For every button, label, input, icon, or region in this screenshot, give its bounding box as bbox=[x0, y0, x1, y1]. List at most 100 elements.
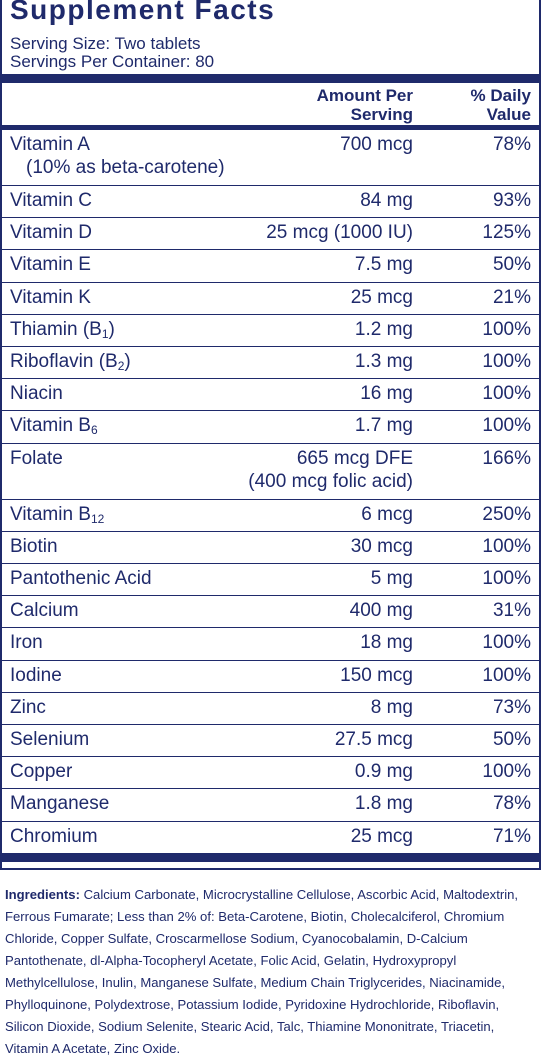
nutrient-daily-value: 21% bbox=[492, 286, 531, 308]
nutrient-name: Vitamin B6 bbox=[10, 415, 98, 438]
nutrient-name-note: (10% as beta-carotene) bbox=[26, 157, 225, 178]
ingredients-text: Calcium Carbonate, Microcrystalline Cell… bbox=[5, 887, 519, 1056]
nutrient-daily-value: 125% bbox=[482, 222, 531, 244]
nutrient-row: Riboflavin (B2) 1.3 mg 100% bbox=[2, 347, 539, 380]
nutrient-name: Vitamin K bbox=[10, 286, 91, 308]
nutrient-amount: 18 mg bbox=[360, 632, 413, 654]
nutrient-daily-value: 93% bbox=[492, 190, 531, 211]
nutrient-daily-value: 50% bbox=[492, 254, 531, 276]
nutrient-row: Copper 0.9 mg 100% bbox=[2, 757, 539, 790]
nutrient-amount: 1.8 mg bbox=[354, 793, 413, 815]
nutrient-row: Calcium 400 mg 31% bbox=[2, 596, 539, 629]
nutrient-amount: 25 mcg (1000 IU) bbox=[266, 222, 413, 244]
nutrient-row: Thiamin (B1) 1.2 mg 100% bbox=[2, 315, 539, 347]
supplement-facts-panel: Supplement Facts Serving Size: Two table… bbox=[0, 0, 541, 870]
nutrient-subscript: 12 bbox=[90, 511, 105, 526]
nutrient-daily-value: 78% bbox=[492, 134, 531, 155]
nutrient-name: Niacin bbox=[10, 383, 63, 405]
nutrient-row: Zinc 8 mg 73% bbox=[2, 693, 539, 725]
nutrient-amount: 5 mg bbox=[370, 568, 413, 589]
servings-per-container: Servings Per Container: 80 bbox=[10, 52, 215, 71]
nutrient-daily-value: 100% bbox=[482, 415, 531, 437]
nutrient-amount: 1.2 mg bbox=[354, 318, 413, 340]
nutrient-daily-value: 100% bbox=[482, 632, 531, 654]
nutrient-daily-value: 100% bbox=[482, 568, 531, 589]
nutrient-name: Zinc bbox=[10, 696, 46, 718]
nutrient-amount: 1.3 mg bbox=[354, 351, 413, 372]
nutrient-daily-value: 71% bbox=[492, 825, 531, 847]
nutrient-name: Folate bbox=[10, 447, 63, 469]
nutrient-amount: 400 mg bbox=[349, 600, 413, 622]
nutrient-name: Vitamin B12 bbox=[10, 503, 105, 526]
nutrient-name: Riboflavin (B2) bbox=[10, 351, 131, 373]
nutrient-row: Vitamin A (10% as beta-carotene) 700 mcg 78… bbox=[2, 130, 539, 186]
nutrient-daily-value: 100% bbox=[482, 351, 531, 372]
nutrient-daily-value: 50% bbox=[492, 729, 531, 750]
daily-value-header: % Daily Value bbox=[470, 86, 531, 124]
nutrient-amount: 25 mcg bbox=[350, 286, 413, 308]
nutrient-row: Selenium 27.5 mcg 50% bbox=[2, 725, 539, 758]
nutrient-name: Vitamin E bbox=[10, 254, 91, 276]
nutrient-daily-value: 31% bbox=[492, 600, 531, 622]
nutrient-row: Vitamin B12 6 mcg 250% bbox=[2, 500, 539, 532]
nutrient-amount: 700 mcg bbox=[340, 134, 413, 155]
nutrient-name: Iodine bbox=[10, 664, 62, 686]
nutrient-daily-value: 100% bbox=[482, 664, 531, 686]
nutrient-name: Iron bbox=[10, 632, 43, 654]
nutrient-name: Vitamin C bbox=[10, 190, 93, 211]
nutrient-daily-value: 78% bbox=[492, 793, 531, 815]
nutrient-amount: 0.9 mg bbox=[354, 761, 413, 783]
nutrient-name: Biotin bbox=[10, 535, 58, 557]
nutrient-row: Folate 665 mcg DFE (400 mcg folic acid) 166… bbox=[2, 444, 539, 500]
panel-title: Supplement Facts bbox=[10, 0, 276, 25]
nutrient-name: Manganese bbox=[10, 793, 110, 815]
thick-rule-bottom bbox=[2, 853, 539, 862]
nutrient-daily-value: 250% bbox=[482, 503, 531, 525]
nutrient-name: Vitamin D bbox=[10, 222, 93, 244]
nutrient-row: Vitamin B6 1.7 mg 100% bbox=[2, 411, 539, 444]
nutrient-row: Iodine 150 mcg 100% bbox=[2, 661, 539, 693]
nutrient-row: Iron 18 mg 100% bbox=[2, 628, 539, 661]
amount-per-serving-header: Amount Per Serving bbox=[316, 86, 413, 124]
nutrient-daily-value: 100% bbox=[482, 383, 531, 405]
ingredients-label: Ingredients: bbox=[5, 887, 80, 902]
nutrient-row: Vitamin K 25 mcg 21% bbox=[2, 283, 539, 315]
nutrient-amount: 25 mcg bbox=[350, 825, 413, 847]
nutrient-name: Calcium bbox=[10, 600, 79, 622]
nutrient-amount: 30 mcg bbox=[350, 535, 413, 557]
nutrient-daily-value: 100% bbox=[482, 535, 531, 557]
nutrient-row: Biotin 30 mcg 100% bbox=[2, 532, 539, 564]
nutrient-amount: 7.5 mg bbox=[354, 254, 413, 276]
nutrient-row: Manganese 1.8 mg 78% bbox=[2, 789, 539, 822]
nutrient-subscript: 1 bbox=[101, 326, 109, 341]
nutrient-row: Niacin 16 mg 100% bbox=[2, 379, 539, 412]
nutrient-subscript: 6 bbox=[90, 423, 98, 438]
nutrient-row: Vitamin D 25 mcg (1000 IU) 125% bbox=[2, 218, 539, 251]
nutrient-daily-value: 166% bbox=[482, 447, 531, 469]
thick-rule-top bbox=[2, 74, 539, 83]
ingredients-list: Ingredients: Calcium Carbonate, Microcry… bbox=[5, 884, 537, 1060]
nutrient-daily-value: 100% bbox=[482, 761, 531, 783]
nutrient-name: Selenium bbox=[10, 729, 90, 750]
nutrient-row: Vitamin E 7.5 mg 50% bbox=[2, 250, 539, 283]
nutrient-name: Thiamin (B1) bbox=[10, 318, 115, 341]
nutrient-name: Pantothenic Acid bbox=[10, 568, 152, 589]
nutrient-amount: 665 mcg DFE (400 mcg folic acid) bbox=[248, 447, 413, 492]
nutrient-amount: 150 mcg bbox=[340, 664, 413, 686]
nutrient-name: Chromium bbox=[10, 825, 98, 847]
nutrient-amount: 16 mg bbox=[360, 383, 413, 405]
nutrient-subscript: 2 bbox=[117, 359, 125, 373]
nutrient-amount: 1.7 mg bbox=[354, 415, 413, 437]
nutrient-amount: 27.5 mcg bbox=[334, 729, 413, 750]
header-rule bbox=[2, 125, 539, 130]
nutrient-row: Vitamin C 84 mg 93% bbox=[2, 186, 539, 219]
nutrient-name: Copper bbox=[10, 761, 73, 783]
nutrient-amount: 6 mcg bbox=[361, 503, 413, 525]
nutrient-row: Chromium 25 mcg 71% bbox=[2, 822, 539, 854]
nutrient-daily-value: 73% bbox=[492, 696, 531, 718]
nutrient-amount-note: (400 mcg folic acid) bbox=[248, 470, 413, 492]
nutrient-amount: 84 mg bbox=[360, 190, 413, 211]
serving-size: Serving Size: Two tablets bbox=[10, 34, 201, 53]
nutrient-daily-value: 100% bbox=[482, 318, 531, 340]
nutrient-row: Pantothenic Acid 5 mg 100% bbox=[2, 564, 539, 597]
